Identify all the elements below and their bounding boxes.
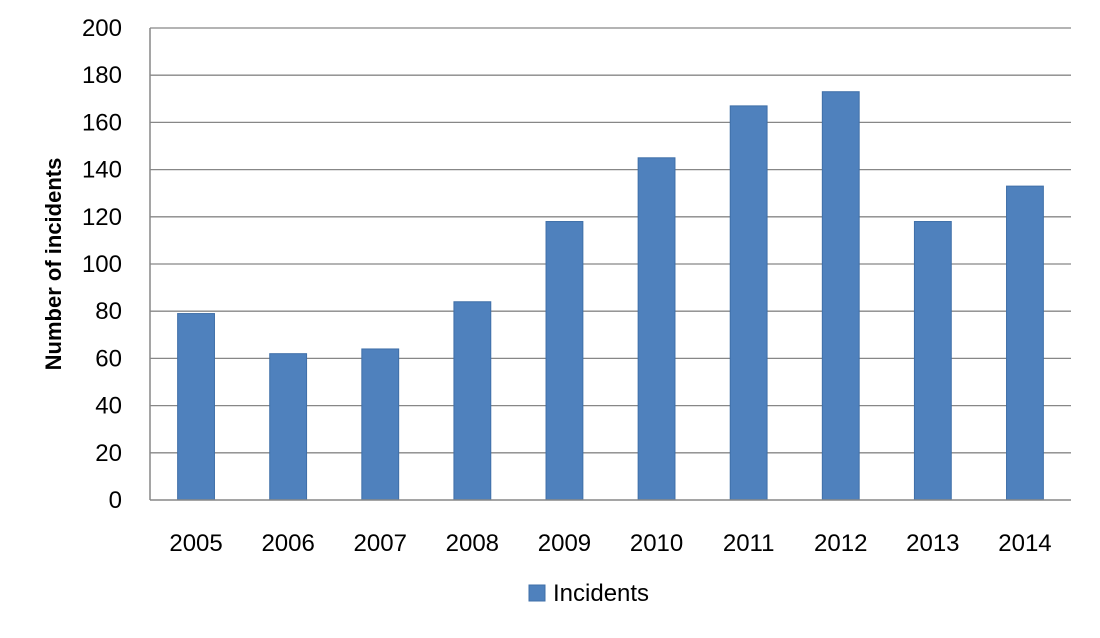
y-tick-label: 120 [82, 204, 122, 231]
x-tick-label: 2009 [538, 530, 591, 557]
x-tick-label: 2011 [723, 530, 775, 557]
x-tick-label: 2012 [814, 530, 867, 557]
bar-2012 [821, 91, 860, 501]
x-tick-label: 2006 [261, 530, 314, 557]
y-tick-label: 200 [82, 15, 122, 42]
legend-swatch [528, 584, 546, 602]
x-tick-label: 2008 [446, 530, 499, 557]
x-axis-ticks: 2005 2006 2007 2008 2009 2010 2011 2012 2013 2014 [169, 530, 1051, 557]
bar-2014 [1006, 185, 1044, 501]
bar-2010 [637, 157, 676, 501]
y-tick-label: 0 [109, 487, 122, 514]
y-tick-label: 40 [95, 393, 122, 420]
y-tick-label: 160 [82, 109, 122, 136]
y-tick-label: 80 [95, 298, 122, 325]
x-tick-label: 2007 [354, 530, 407, 557]
x-tick-label: 2010 [630, 530, 683, 557]
bar-2011 [729, 105, 768, 501]
y-tick-label: 140 [82, 157, 122, 184]
y-tick-label: 20 [95, 440, 122, 467]
x-tick-label: 2005 [169, 530, 222, 557]
x-tick-label: 2013 [906, 530, 959, 557]
bar-2006 [269, 353, 308, 501]
y-tick-label: 60 [95, 345, 122, 372]
bar-2007 [361, 348, 400, 501]
bar-2009 [545, 221, 584, 501]
bar-2008 [453, 301, 492, 501]
y-axis-ticks: 0 20 40 60 80 100 120 140 160 180 200 [82, 15, 122, 514]
y-tick-label: 180 [82, 62, 122, 89]
bars [177, 91, 1044, 501]
legend-label: Incidents [553, 580, 649, 607]
x-tick-label: 2014 [998, 530, 1051, 557]
legend: Incidents [528, 580, 649, 607]
bar-2013 [913, 221, 952, 501]
y-axis-title: Number of incidents [41, 158, 66, 371]
bar-2005 [177, 313, 215, 501]
y-tick-label: 100 [82, 251, 122, 278]
